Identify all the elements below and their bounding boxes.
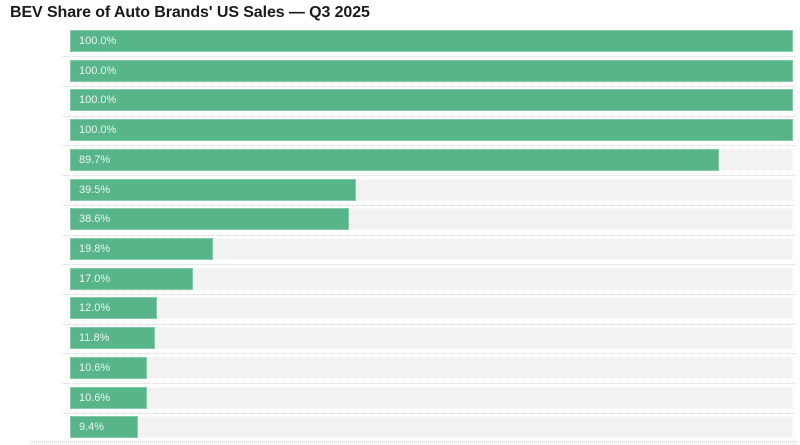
bar-value-label: 11.8%: [79, 332, 110, 345]
bar-value-label: 10.6%: [79, 361, 111, 374]
bar-fill: 17.0%: [70, 267, 193, 290]
bar-value-label: 10.6%: [79, 391, 111, 404]
chart-row: 10.6%: [62, 386, 795, 417]
chart-row: 100.0%: [62, 119, 795, 149]
bar-fill: 11.8%: [70, 327, 156, 350]
bar-fill: 38.6%: [70, 208, 350, 231]
chart-row: 100.0%: [62, 89, 795, 119]
bar-track: 89.7%: [70, 148, 793, 171]
bar-fill: 100.0%: [70, 30, 793, 52]
bar-track: 11.8%: [70, 327, 793, 350]
bar-fill: 10.6%: [70, 386, 147, 409]
bar-fill: 100.0%: [70, 59, 793, 82]
chart-row: 10.6%: [62, 356, 795, 387]
bar-track: 38.6%: [70, 208, 793, 231]
bar-track: 100.0%: [70, 59, 793, 82]
chart-row: 17.0%: [62, 267, 795, 298]
bar-value-label: 89.7%: [79, 153, 111, 166]
page-title: BEV Share of Auto Brands' US Sales — Q3 …: [10, 4, 370, 21]
bar-fill: 19.8%: [70, 238, 214, 261]
bar-fill: 39.5%: [70, 178, 356, 201]
bar-track: 100.0%: [70, 119, 793, 142]
bar-fill: 12.0%: [70, 297, 157, 320]
bar-value-label: 12.0%: [79, 302, 111, 315]
bar-fill: 9.4%: [70, 416, 138, 439]
bar-value-label: 38.6%: [79, 213, 111, 226]
bar-value-label: 100.0%: [79, 64, 117, 77]
chart-row: 39.5%: [62, 178, 795, 209]
bar-value-label: 39.5%: [79, 183, 111, 196]
bar-fill: 100.0%: [70, 89, 793, 112]
bar-track: 12.0%: [70, 297, 793, 320]
bar-fill: 100.0%: [70, 119, 793, 142]
bar-fill: 89.7%: [70, 148, 719, 171]
bar-track: 19.8%: [70, 238, 793, 261]
bar-value-label: 100.0%: [79, 35, 117, 47]
chart-row: 100.0%: [62, 30, 795, 60]
bar-track: 10.6%: [70, 386, 793, 409]
bar-chart: 100.0% 100.0% 100.0% 100.0% 89.7%: [62, 30, 795, 445]
chart-row: 38.6%: [62, 208, 795, 238]
bar-fill: 10.6%: [70, 356, 147, 379]
bar-value-label: 17.0%: [79, 272, 111, 285]
chart-row: 89.7%: [62, 148, 795, 179]
bar-value-label: 100.0%: [79, 124, 117, 137]
bar-track: 100.0%: [70, 30, 793, 52]
bar-track: 9.4%: [70, 416, 793, 439]
chart-row: 19.8%: [62, 238, 795, 268]
bar-track: 100.0%: [70, 89, 793, 112]
bar-track: 39.5%: [70, 178, 793, 201]
chart-row: 9.4%: [62, 416, 795, 445]
chart-row: 12.0%: [62, 297, 795, 327]
bar-track: 17.0%: [70, 267, 793, 290]
bar-value-label: 100.0%: [79, 94, 117, 107]
bar-track: 10.6%: [70, 356, 793, 379]
cropped-next-row-strip: [30, 441, 797, 445]
bar-value-label: 9.4%: [79, 421, 105, 434]
chart-row: 100.0%: [62, 59, 795, 90]
bar-value-label: 19.8%: [79, 243, 111, 256]
chart-row: 11.8%: [62, 327, 795, 357]
